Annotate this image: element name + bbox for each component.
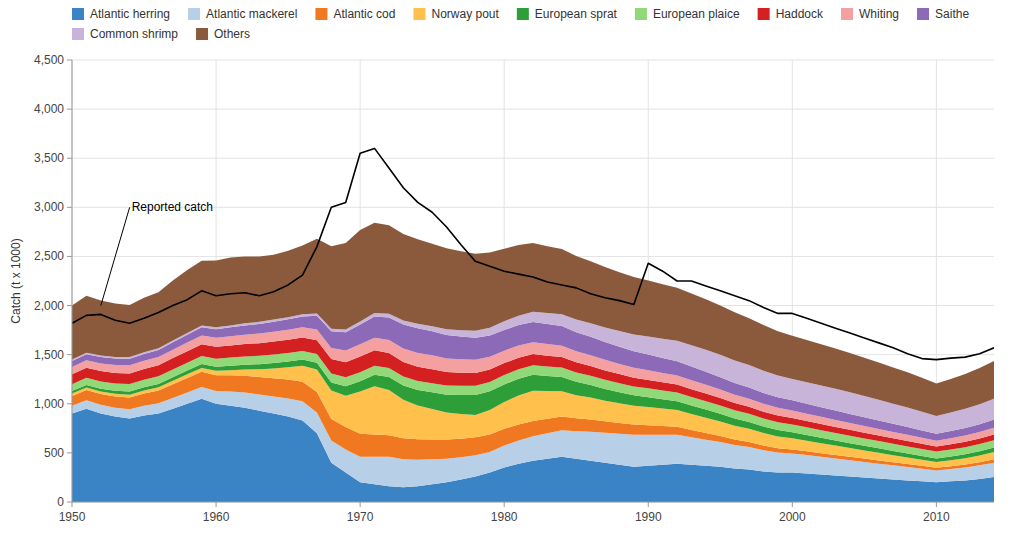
- legend-item: Saithe: [917, 7, 969, 21]
- legend-label: Others: [214, 27, 250, 41]
- y-tick-label: 1,000: [34, 397, 64, 411]
- legend-swatch: [315, 8, 327, 20]
- legend-item: Norway pout: [413, 7, 499, 21]
- area: [72, 223, 994, 416]
- x-tick: [72, 502, 73, 507]
- legend-label: Common shrimp: [90, 27, 178, 41]
- x-tick-label: 2010: [923, 510, 950, 524]
- legend-swatch: [188, 8, 200, 20]
- legend-item: European sprat: [517, 7, 618, 21]
- annotation-connector: [101, 207, 130, 305]
- legend-label: Saithe: [935, 7, 969, 21]
- x-tick-label: 1970: [347, 510, 374, 524]
- x-tick: [648, 502, 649, 507]
- chart: Atlantic herring Atlantic mackerel Atlanti…: [0, 0, 1024, 542]
- y-tick: [67, 403, 72, 404]
- x-tick-label: 2000: [779, 510, 806, 524]
- y-tick-label: 2,500: [34, 249, 64, 263]
- grid-line-x: [72, 60, 73, 502]
- x-tick: [360, 502, 361, 507]
- legend-item: Atlantic mackerel: [188, 7, 297, 21]
- y-axis-line: [72, 60, 73, 502]
- legend-label: European sprat: [535, 7, 618, 21]
- y-tick: [67, 207, 72, 208]
- legend-label: European plaice: [653, 7, 740, 21]
- grid-line-y: [72, 158, 994, 159]
- legend-item: Haddock: [758, 7, 824, 21]
- y-tick: [67, 502, 72, 503]
- legend-item: Common shrimp: [72, 27, 178, 41]
- legend-item: European plaice: [635, 7, 740, 21]
- legend-swatch: [635, 8, 647, 20]
- y-axis-label: Catch (t x 1000): [9, 238, 23, 323]
- legend-item: Atlantic herring: [72, 7, 170, 21]
- x-tick-label: 1950: [59, 510, 86, 524]
- legend-item: Others: [196, 27, 250, 41]
- y-tick: [67, 109, 72, 110]
- legend-swatch: [196, 28, 208, 40]
- legend-label: Whiting: [859, 7, 899, 21]
- legend-swatch: [413, 8, 425, 20]
- legend-label: Haddock: [776, 7, 824, 21]
- x-tick-label: 1980: [491, 510, 518, 524]
- legend-swatch: [72, 8, 84, 20]
- y-tick-label: 4,500: [34, 53, 64, 67]
- legend-label: Atlantic cod: [333, 7, 395, 21]
- y-tick: [67, 256, 72, 257]
- plot-area: [72, 148, 994, 502]
- legend: Atlantic herring Atlantic mackerel Atlanti…: [72, 7, 969, 41]
- y-tick-label: 0: [57, 495, 64, 509]
- y-tick-label: 3,000: [34, 200, 64, 214]
- y-tick: [67, 158, 72, 159]
- y-tick-label: 500: [44, 446, 64, 460]
- y-tick-label: 1,500: [34, 348, 64, 362]
- y-tick: [67, 452, 72, 453]
- x-axis-line: [72, 502, 994, 503]
- annotation: Reported catch: [101, 200, 213, 305]
- y-tick-label: 3,500: [34, 151, 64, 165]
- y-tick: [67, 305, 72, 306]
- x-tick: [792, 502, 793, 507]
- legend-swatch: [517, 8, 529, 20]
- y-tick: [67, 60, 72, 61]
- legend-swatch: [917, 8, 929, 20]
- grid-line-y: [72, 109, 994, 110]
- legend-swatch: [758, 8, 770, 20]
- x-tick-label: 1990: [635, 510, 662, 524]
- annotation-text: Reported catch: [132, 200, 213, 214]
- legend-label: Atlantic mackerel: [206, 7, 297, 21]
- x-tick: [216, 502, 217, 507]
- x-tick: [936, 502, 937, 507]
- grid-line-y: [72, 60, 994, 61]
- axes: 0 500 1,000 1,500 2,000 2,500 3,000 3,500 4,000 4…: [34, 53, 994, 524]
- legend-swatch: [72, 28, 84, 40]
- legend-swatch: [841, 8, 853, 20]
- legend-item: Atlantic cod: [315, 7, 395, 21]
- y-tick-label: 4,000: [34, 102, 64, 116]
- grid-line-y: [72, 502, 994, 503]
- legend-label: Atlantic herring: [90, 7, 170, 21]
- x-tick: [504, 502, 505, 507]
- legend-label: Norway pout: [431, 7, 499, 21]
- y-tick-label: 2,000: [34, 299, 64, 313]
- grid: [72, 60, 994, 502]
- x-tick-label: 1960: [203, 510, 230, 524]
- line: [72, 148, 994, 359]
- y-tick: [67, 354, 72, 355]
- legend-item: Whiting: [841, 7, 899, 21]
